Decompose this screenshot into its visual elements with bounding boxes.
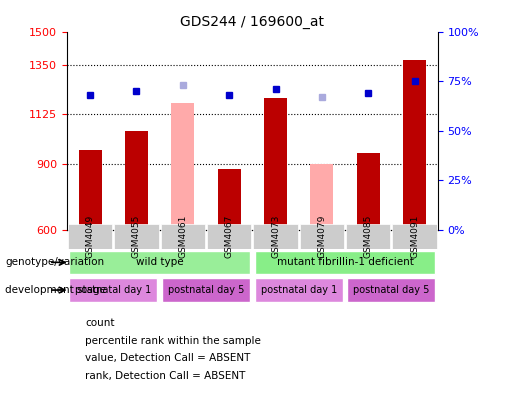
Text: rank, Detection Call = ABSENT: rank, Detection Call = ABSENT <box>85 371 245 381</box>
Bar <box>217 169 241 230</box>
Text: GSM4079: GSM4079 <box>317 215 327 258</box>
FancyBboxPatch shape <box>254 278 342 302</box>
Text: genotype/variation: genotype/variation <box>5 257 104 267</box>
FancyBboxPatch shape <box>68 224 112 249</box>
FancyBboxPatch shape <box>254 251 435 274</box>
FancyBboxPatch shape <box>392 224 437 249</box>
Bar <box>78 150 101 230</box>
Bar <box>356 153 380 230</box>
FancyBboxPatch shape <box>69 278 158 302</box>
Text: value, Detection Call = ABSENT: value, Detection Call = ABSENT <box>85 353 250 364</box>
Text: postnatal day 1: postnatal day 1 <box>75 285 151 295</box>
FancyBboxPatch shape <box>253 224 298 249</box>
Text: postnatal day 5: postnatal day 5 <box>353 285 430 295</box>
FancyBboxPatch shape <box>114 224 159 249</box>
Bar <box>264 98 287 230</box>
FancyBboxPatch shape <box>300 224 344 249</box>
Text: development stage: development stage <box>5 285 106 295</box>
Text: GSM4091: GSM4091 <box>410 215 419 258</box>
FancyBboxPatch shape <box>347 278 435 302</box>
FancyBboxPatch shape <box>69 251 250 274</box>
Text: mutant fibrillin-1 deficient: mutant fibrillin-1 deficient <box>277 257 414 267</box>
Text: GSM4049: GSM4049 <box>85 215 95 258</box>
Text: GSM4073: GSM4073 <box>271 215 280 258</box>
FancyBboxPatch shape <box>346 224 390 249</box>
Text: GSM4055: GSM4055 <box>132 215 141 258</box>
FancyBboxPatch shape <box>161 224 205 249</box>
Text: GSM4085: GSM4085 <box>364 215 373 258</box>
Text: postnatal day 5: postnatal day 5 <box>168 285 244 295</box>
Bar <box>171 103 195 230</box>
Text: postnatal day 1: postnatal day 1 <box>261 285 337 295</box>
Bar <box>403 60 426 230</box>
FancyBboxPatch shape <box>162 278 250 302</box>
Text: wild type: wild type <box>136 257 183 267</box>
FancyBboxPatch shape <box>207 224 251 249</box>
Bar <box>310 164 334 230</box>
Text: count: count <box>85 318 114 328</box>
Text: GSM4061: GSM4061 <box>178 215 187 258</box>
Text: percentile rank within the sample: percentile rank within the sample <box>85 335 261 346</box>
Text: GSM4067: GSM4067 <box>225 215 234 258</box>
Bar <box>125 131 148 230</box>
Title: GDS244 / 169600_at: GDS244 / 169600_at <box>180 15 324 29</box>
